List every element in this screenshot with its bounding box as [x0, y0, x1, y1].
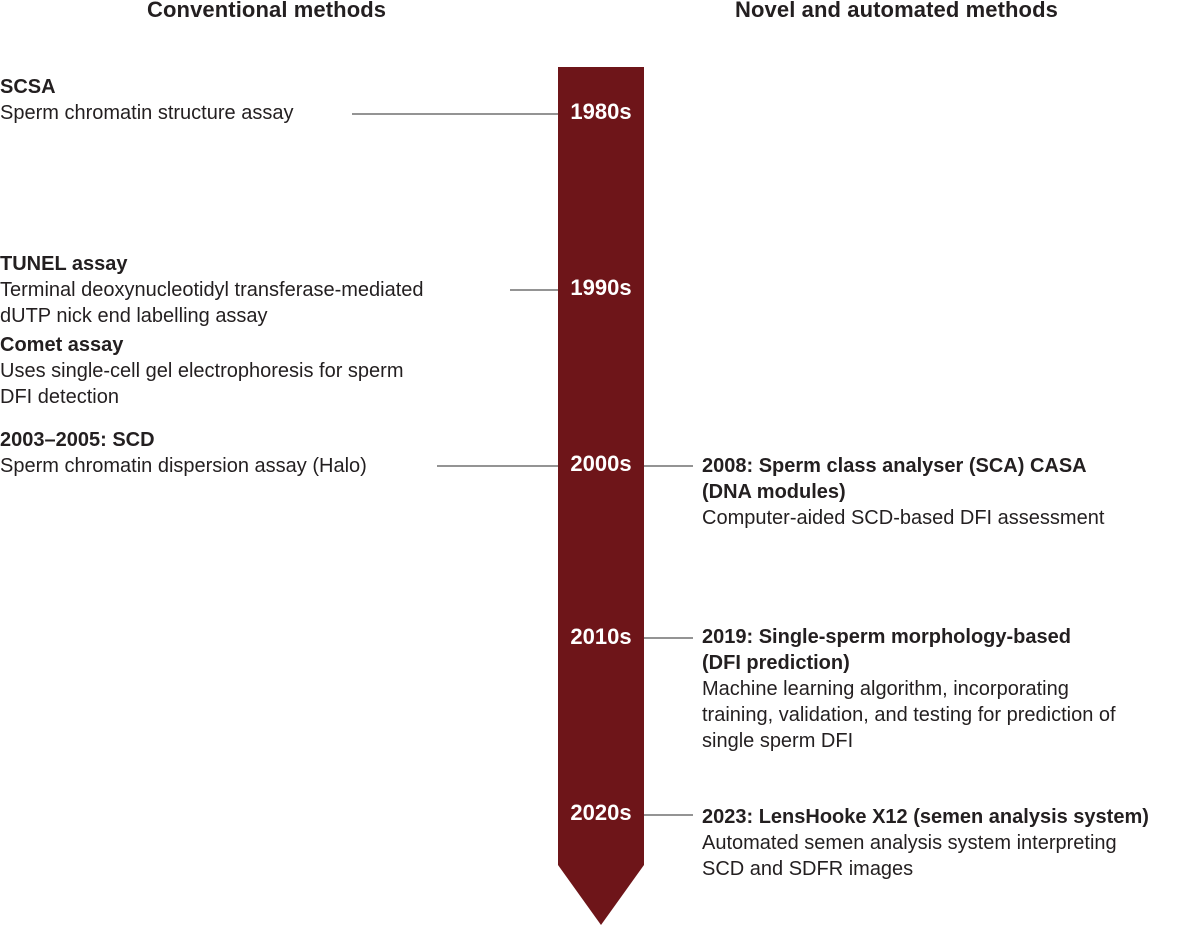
method-description: Automated semen analysis system interpre… — [702, 832, 1117, 854]
method-description: single sperm DFI — [702, 730, 854, 752]
method-scd: 2003–2005: SCD Sperm chromatin dispersio… — [0, 427, 367, 479]
decade-label-1980s: 1980s — [570, 99, 632, 124]
decade-label-2020s: 2020s — [570, 800, 632, 825]
method-description: DFI detection — [0, 386, 119, 408]
decade-label-1990s: 1990s — [570, 275, 632, 300]
method-title: TUNEL assay — [0, 253, 128, 275]
method-description: Terminal deoxynucleotidyl transferase-me… — [0, 279, 424, 301]
method-sca-casa: 2008: Sperm class analyser (SCA) CASA (D… — [702, 453, 1104, 531]
method-description: Machine learning algorithm, incorporatin… — [702, 678, 1069, 700]
method-title: (DNA modules) — [702, 481, 846, 503]
timeline-arrow — [558, 67, 644, 925]
method-description: Uses single-cell gel electrophoresis for… — [0, 360, 404, 382]
method-description: Sperm chromatin structure assay — [0, 102, 294, 124]
conventional-methods-header: Conventional methods — [147, 0, 387, 22]
method-title: 2008: Sperm class analyser (SCA) CASA — [702, 455, 1087, 477]
method-description: SCD and SDFR images — [702, 858, 914, 880]
method-description: Computer-aided SCD-based DFI assessment — [702, 507, 1105, 529]
method-title: SCSA — [0, 76, 56, 98]
method-description: dUTP nick end labelling assay — [0, 305, 268, 327]
decade-label-2010s: 2010s — [570, 624, 632, 649]
method-description: training, validation, and testing for pr… — [702, 704, 1116, 726]
method-title: Comet assay — [0, 334, 124, 356]
method-comet: Comet assay Uses single-cell gel electro… — [0, 332, 404, 410]
method-title: 2023: LensHooke X12 (semen analysis syst… — [702, 806, 1149, 828]
novel-methods-header: Novel and automated methods — [735, 0, 1058, 22]
method-single-sperm-morphology: 2019: Single-sperm morphology-based (DFI… — [702, 624, 1116, 754]
method-title: 2019: Single-sperm morphology-based — [702, 626, 1071, 648]
method-title: (DFI prediction) — [702, 652, 850, 674]
method-tunel: TUNEL assay Terminal deoxynucleotidyl tr… — [0, 251, 424, 329]
method-title: 2003–2005: SCD — [0, 429, 155, 451]
decade-label-2000s: 2000s — [570, 451, 632, 476]
method-description: Sperm chromatin dispersion assay (Halo) — [0, 455, 367, 477]
method-scsa: SCSA Sperm chromatin structure assay — [0, 74, 293, 126]
method-lenshooke: 2023: LensHooke X12 (semen analysis syst… — [702, 804, 1149, 882]
